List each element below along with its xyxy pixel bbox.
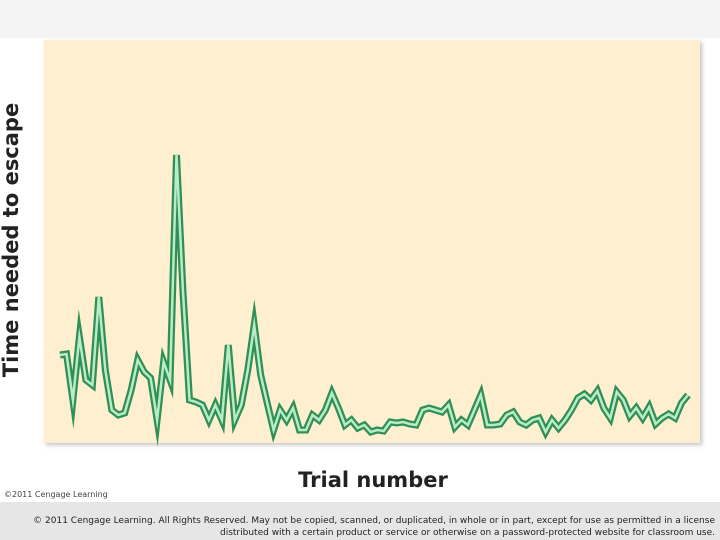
line-highlight: [59, 154, 689, 435]
plot-area: [44, 40, 700, 443]
y-axis-label: Time needed to escape: [0, 103, 23, 377]
x-axis-label: Trial number: [298, 468, 448, 492]
top-band: [0, 0, 720, 38]
footer-text: distributed with a certain product or se…: [220, 528, 715, 538]
credit: ©2011 Cengage Learning: [4, 490, 108, 499]
footer-text: © 2011 Cengage Learning. All Rights Rese…: [33, 516, 715, 526]
footer-band: [0, 502, 720, 540]
